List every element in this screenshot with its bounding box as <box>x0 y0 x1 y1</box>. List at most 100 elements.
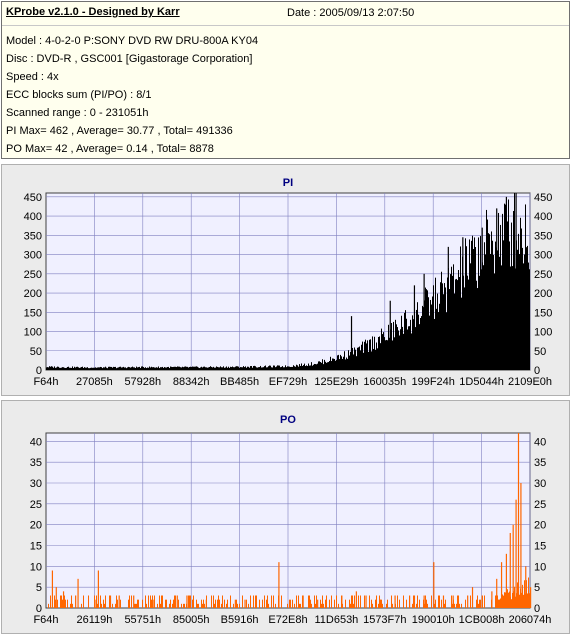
po-bar <box>511 599 512 608</box>
pi-spike <box>496 208 498 370</box>
pi-bar <box>284 367 285 370</box>
pi-bar <box>54 366 55 370</box>
ecc-blocks-sum: ECC blocks sum (PI/PO) : 8/1 <box>6 89 152 101</box>
po-spike <box>109 595 112 608</box>
pi-bar <box>283 367 284 370</box>
pi-bar <box>345 359 346 370</box>
pi-bar <box>46 367 47 370</box>
pi-bar <box>440 282 441 370</box>
pi-bar <box>201 366 202 370</box>
pi-bar <box>460 246 461 370</box>
po-bar <box>504 592 505 608</box>
y-tick-label-right: 15 <box>534 541 546 553</box>
po-bar <box>62 599 63 608</box>
pi-bar <box>308 363 309 370</box>
pi-bar <box>150 367 151 370</box>
pi-bar <box>342 358 343 370</box>
pi-bar <box>55 367 56 370</box>
po-bar <box>311 603 312 608</box>
po-bar <box>502 594 503 608</box>
po-bar <box>435 599 436 608</box>
pi-bar <box>117 367 118 370</box>
pi-bar <box>382 334 383 370</box>
po-bar <box>438 595 439 608</box>
pi-bar <box>82 366 83 370</box>
po-bar <box>403 595 404 608</box>
po-bar <box>321 603 322 608</box>
x-tick-label: E72E8h <box>268 614 307 626</box>
po-bar <box>316 595 317 608</box>
pi-bar <box>347 358 348 370</box>
pi-bar <box>278 365 279 370</box>
pi-bar <box>446 312 447 370</box>
y-tick-label-right: 0 <box>534 365 540 377</box>
pi-bar <box>271 367 272 370</box>
po-bar <box>349 599 350 608</box>
pi-bar <box>433 285 434 370</box>
x-tick-label: 190010h <box>412 614 455 626</box>
pi-bar <box>276 366 277 370</box>
pi-bar <box>431 304 432 370</box>
pi-bar <box>133 367 134 370</box>
pi-bar <box>485 254 486 370</box>
po-bar <box>417 595 418 608</box>
pi-bar <box>406 318 407 370</box>
pi-bar <box>495 241 496 370</box>
y-tick-label-right: 40 <box>534 436 546 448</box>
pi-bar <box>322 359 323 370</box>
pi-bar <box>480 236 481 370</box>
pi-bar <box>376 342 377 370</box>
pi-bar <box>240 367 241 370</box>
po-bar <box>271 595 272 608</box>
pi-bar <box>104 367 105 370</box>
po-bar <box>190 595 191 608</box>
po-bar <box>325 599 326 608</box>
po-bar <box>138 599 139 608</box>
pi-bar <box>324 359 325 370</box>
po-bar <box>145 595 146 608</box>
pi-bar <box>254 365 255 370</box>
pi-bar <box>243 366 244 370</box>
pi-bar <box>473 248 474 370</box>
pi-bar <box>166 367 167 370</box>
pi-bar <box>137 367 138 370</box>
po-spike <box>394 595 396 608</box>
pi-bar <box>315 364 316 370</box>
pi-bar <box>309 365 310 370</box>
pi-bar <box>505 204 506 370</box>
po-bar <box>458 595 459 608</box>
po-bar <box>315 603 316 608</box>
po-spike <box>62 591 65 608</box>
pi-bar <box>77 366 78 370</box>
po-bar <box>166 599 167 608</box>
pi-bar <box>372 336 373 370</box>
pi-bar <box>321 362 322 370</box>
po-bar <box>218 595 219 608</box>
po-spike <box>491 591 493 608</box>
pi-bar <box>91 367 92 370</box>
pi-bar <box>148 367 149 370</box>
x-tick-label: 206074h <box>509 614 552 626</box>
pi-bar <box>68 366 69 370</box>
po-bar <box>508 592 509 608</box>
pi-bar <box>242 367 243 370</box>
info-panel: KProbe v2.1.0 - Designed by Karr Date : … <box>1 1 570 159</box>
pi-bar <box>221 367 222 370</box>
pi-bar <box>250 366 251 370</box>
po-spike <box>176 595 178 608</box>
po-bar <box>150 595 151 608</box>
po-bar <box>134 603 135 608</box>
pi-bar <box>198 367 199 370</box>
pi-bar <box>313 364 314 370</box>
pi-bar <box>314 363 315 370</box>
pi-bar <box>290 366 291 370</box>
po-bar <box>439 595 440 608</box>
pi-bar <box>489 234 490 370</box>
po-bar <box>522 584 523 608</box>
pi-bar <box>151 366 152 370</box>
pi-bar <box>444 283 445 370</box>
po-bar <box>382 603 383 608</box>
pi-bar <box>330 356 331 370</box>
y-tick-label-right: 25 <box>534 499 546 511</box>
po-bar <box>470 595 471 608</box>
